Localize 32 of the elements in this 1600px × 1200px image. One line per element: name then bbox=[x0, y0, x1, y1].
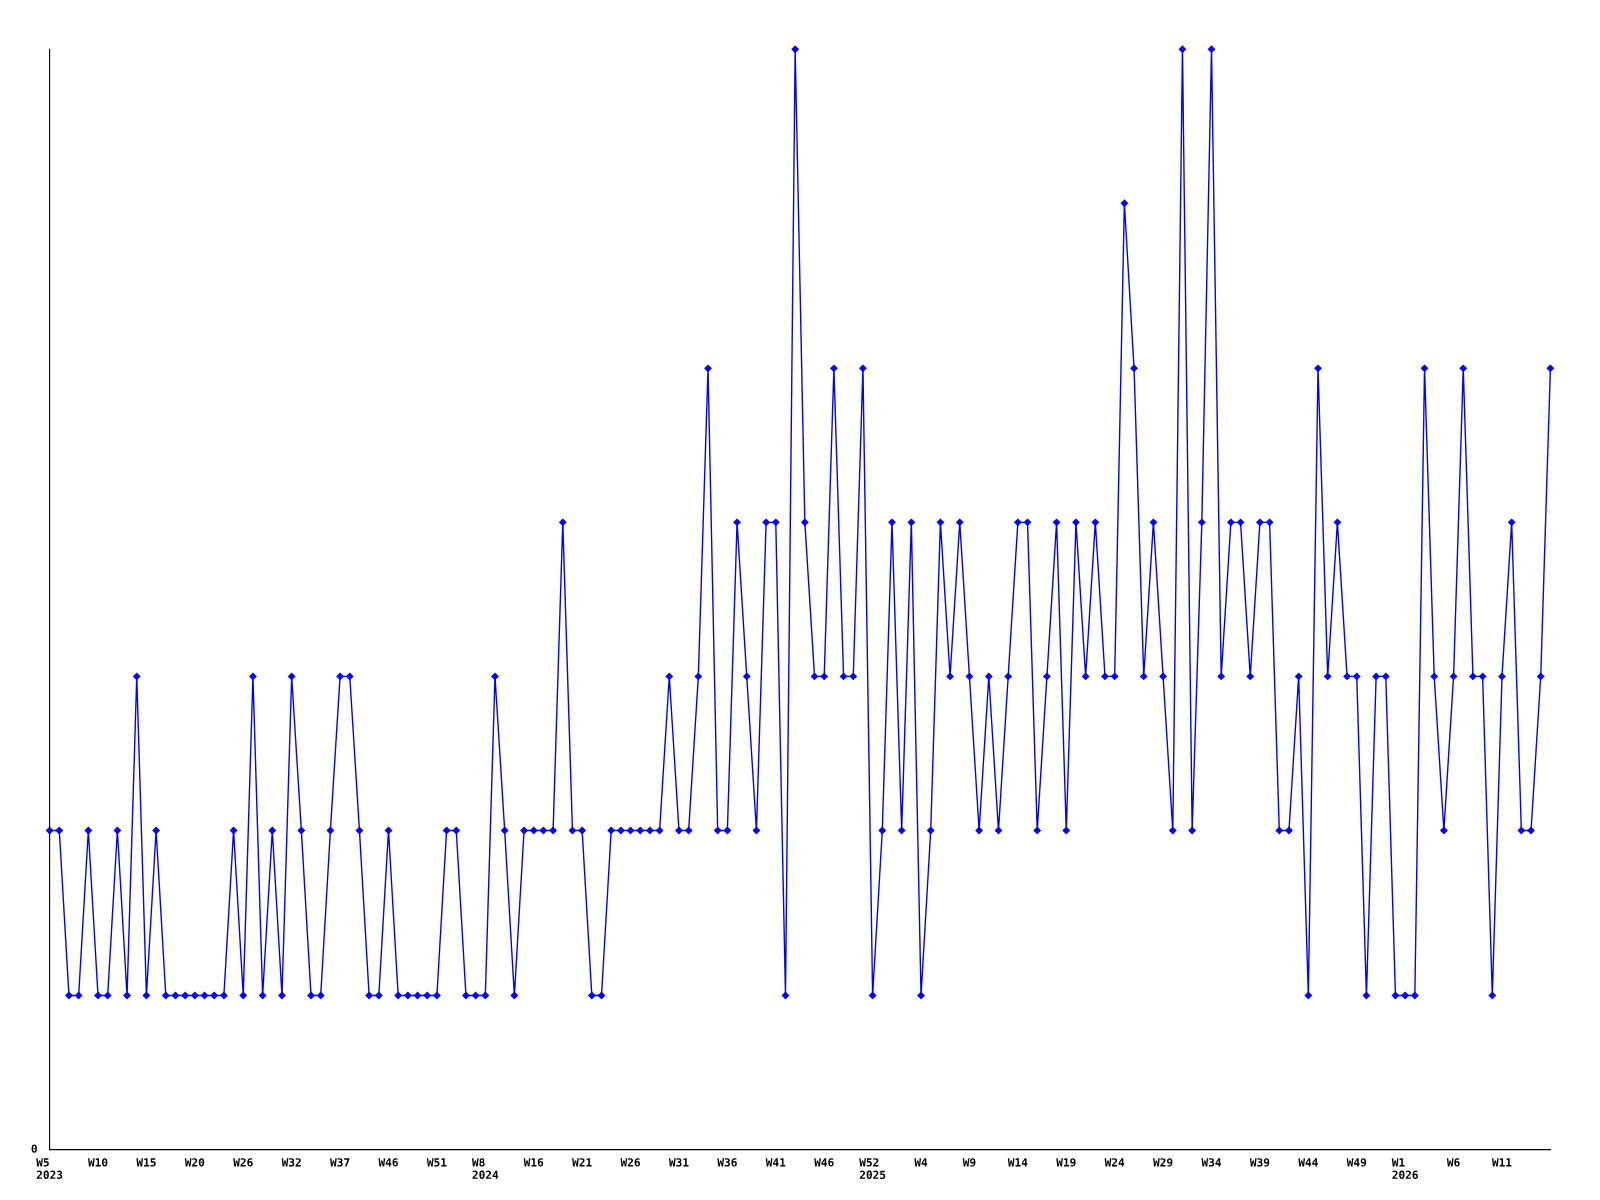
text: 0 bbox=[31, 1144, 37, 1153]
x-tick-label: W46 bbox=[814, 1158, 834, 1167]
x-tick-label: W15 bbox=[136, 1158, 156, 1167]
x-tick-label: W4 bbox=[914, 1158, 928, 1167]
x-tick-label: W1 2026 bbox=[1391, 1158, 1418, 1179]
x-tick-label: W41 bbox=[765, 1158, 786, 1167]
x-tick-label: W20 bbox=[184, 1158, 205, 1167]
x-tick-label: W6 bbox=[1446, 1158, 1460, 1167]
x-tick-label: W16 bbox=[523, 1158, 544, 1167]
x-tick-label: W8 2024 bbox=[471, 1158, 499, 1179]
x-tick-label: W9 bbox=[962, 1158, 976, 1167]
x-tick-label: W44 bbox=[1298, 1158, 1318, 1167]
x-tick-label: W52 2025 bbox=[859, 1158, 886, 1179]
x-tick-label: W21 bbox=[572, 1158, 592, 1167]
x-tick-label: W29 bbox=[1153, 1158, 1173, 1167]
x-tick-label: W34 bbox=[1201, 1158, 1222, 1167]
x-tick-label: W14 bbox=[1007, 1158, 1028, 1167]
x-tick-label: W31 bbox=[668, 1158, 689, 1167]
x-tick-label: W10 bbox=[87, 1158, 108, 1167]
x-tick-label: W49 bbox=[1346, 1158, 1367, 1167]
x-tick-label: W11 bbox=[1491, 1158, 1512, 1167]
x-tick-label: W32 bbox=[281, 1158, 301, 1167]
x-tick-label: W37 bbox=[330, 1158, 350, 1167]
x-tick-label: W19 bbox=[1056, 1158, 1076, 1167]
x-tick-label: W26 bbox=[233, 1158, 253, 1167]
x-tick-label: W46 bbox=[378, 1158, 398, 1167]
x-tick-label: W5 2023 bbox=[36, 1158, 63, 1179]
x-tick-label: W24 bbox=[1104, 1158, 1125, 1167]
x-tick-label: W51 bbox=[426, 1158, 447, 1167]
x-tick-label: W39 bbox=[1249, 1158, 1270, 1167]
x-tick-label: W26 bbox=[620, 1158, 640, 1167]
x-tick-label: W36 bbox=[717, 1158, 737, 1167]
